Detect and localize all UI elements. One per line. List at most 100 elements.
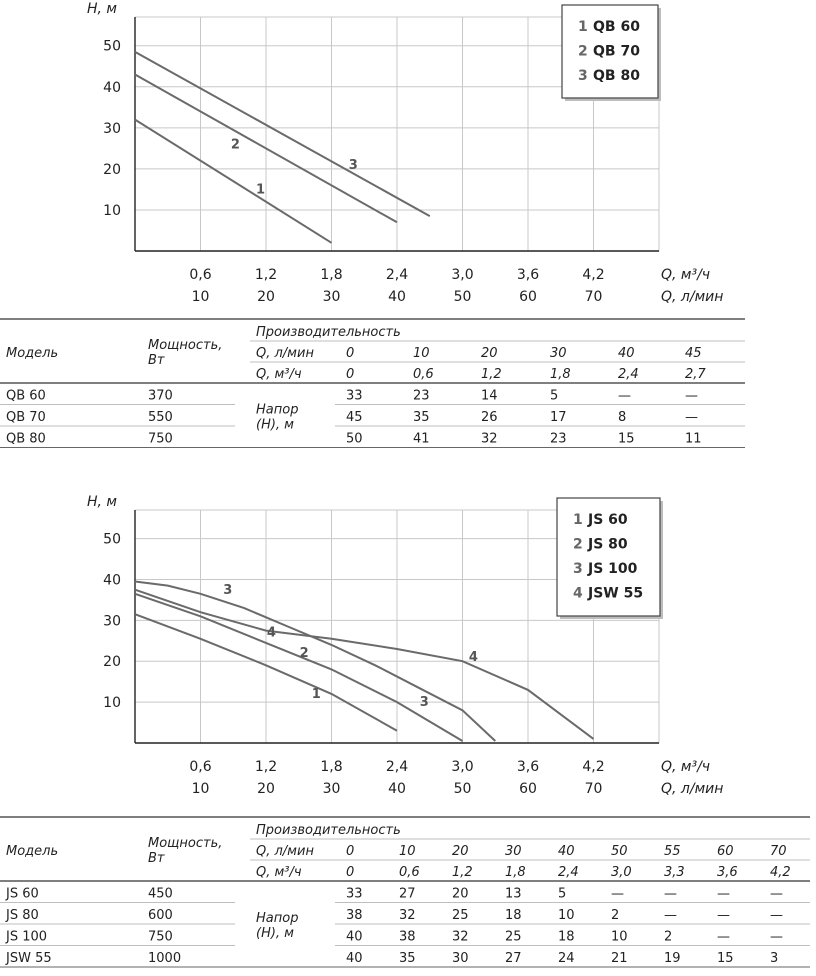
head-value: —	[618, 389, 631, 404]
head-value: 10	[611, 930, 628, 945]
q-m3h-value: 0,6	[413, 367, 434, 382]
q-lmin-value: 30	[550, 346, 567, 361]
x-tick-label-lmin: 50	[454, 289, 472, 305]
head-value: 5	[558, 887, 566, 902]
col-header-power: Мощность,	[148, 338, 222, 353]
curve-label: 1	[312, 687, 321, 702]
x-tick-label-m3h: 3,0	[451, 759, 473, 775]
x-tick-label-m3h: 0,6	[189, 267, 211, 283]
col-header-performance: Производительность	[256, 823, 401, 838]
head-value: 32	[481, 432, 498, 447]
q-lmin-value: 20	[452, 844, 469, 859]
curve-label: 1	[256, 183, 265, 198]
head-value: —	[717, 930, 730, 945]
head-value: 8	[618, 410, 626, 425]
x-tick-label-m3h: 2,4	[386, 759, 408, 775]
head-value: 30	[452, 951, 469, 966]
y-tick-label: 30	[103, 121, 121, 137]
head-value: 38	[399, 930, 416, 945]
row-label-q-m3h: Q, м³/ч	[256, 367, 302, 382]
curve-qb-60	[134, 118, 333, 244]
curve-qb-80	[134, 51, 431, 217]
x-tick-label-lmin: 40	[388, 289, 406, 305]
q-m3h-value: 1,2	[481, 367, 502, 382]
row-label-q-m3h: Q, м³/ч	[256, 865, 302, 880]
x-axis-label-m3h: Q, м³/ч	[661, 267, 710, 283]
q-lmin-value: 40	[618, 346, 635, 361]
head-value: 19	[664, 951, 681, 966]
x-tick-label-lmin: 10	[192, 289, 210, 305]
col-header-model: Модель	[6, 844, 58, 859]
q-lmin-value: 10	[399, 844, 416, 859]
qb-performance-chart: 10 20 30 40 50 H, м 0,6 1,2 1,8 2,4 3,0 3,6 4,2 10 20 3…	[87, 1, 723, 305]
q-m3h-value: 0,6	[399, 865, 420, 880]
head-value: 27	[399, 887, 416, 902]
legend-number: 4	[573, 586, 583, 602]
head-value: 18	[505, 908, 522, 923]
legend-box	[556, 497, 661, 617]
head-value: 10	[558, 908, 575, 923]
x-axis-label-lmin: Q, л/мин	[661, 781, 723, 797]
model-power: 1000	[148, 951, 181, 966]
x-tick-label-m3h: 4,2	[582, 267, 604, 283]
head-value: 18	[558, 930, 575, 945]
x-axis-label-lmin: Q, л/мин	[661, 289, 723, 305]
head-value: 23	[550, 432, 567, 447]
x-tick-label-m3h: 2,4	[386, 267, 408, 283]
q-m3h-value: 0	[346, 865, 354, 880]
head-value: 25	[452, 908, 469, 923]
legend-box	[561, 4, 659, 99]
q-m3h-value: 1,8	[550, 367, 571, 382]
y-tick-label: 50	[103, 532, 121, 548]
x-tick-label-m3h: 1,8	[320, 759, 342, 775]
head-value: —	[664, 887, 677, 902]
model-name: JS 60	[5, 887, 39, 902]
q-lmin-value: 50	[611, 844, 628, 859]
x-tick-label-m3h: 0,6	[189, 759, 211, 775]
head-value: 40	[346, 951, 363, 966]
x-tick-label-lmin: 30	[323, 289, 341, 305]
q-m3h-value: 1,8	[505, 865, 526, 880]
model-power: 370	[148, 389, 173, 404]
curve-label: 4	[267, 626, 276, 641]
x-tick-label-lmin: 50	[454, 781, 472, 797]
head-value: 15	[717, 951, 734, 966]
legend-number: 3	[573, 561, 583, 577]
head-value: —	[664, 908, 677, 923]
head-value: —	[611, 887, 624, 902]
curve-label: 3	[349, 158, 358, 173]
head-value: 15	[618, 432, 635, 447]
head-value: 20	[452, 887, 469, 902]
curve-jsw-55	[134, 588, 595, 740]
head-value: 26	[481, 410, 498, 425]
curve-js-60	[134, 613, 398, 732]
curve-label: 3	[420, 695, 429, 710]
q-m3h-value: 3,0	[611, 865, 632, 880]
legend-number: 1	[578, 19, 588, 35]
q-lmin-value: 70	[770, 844, 787, 859]
js-performance-chart: 10 20 30 40 50 H, м 0,6 1,2 1,8 2,4 3,0 3,6 4,2 10 20 3…	[87, 494, 723, 797]
curve-label: 4	[469, 650, 478, 665]
q-m3h-value: 4,2	[770, 865, 791, 880]
x-tick-label-lmin: 10	[192, 781, 210, 797]
q-lmin-value: 0	[346, 844, 354, 859]
x-tick-label-lmin: 40	[388, 781, 406, 797]
x-tick-label-lmin: 70	[585, 781, 603, 797]
y-axis-label: H, м	[87, 1, 117, 17]
q-lmin-value: 55	[664, 844, 681, 859]
x-tick-label-m3h: 4,2	[582, 759, 604, 775]
head-value: 32	[452, 930, 469, 945]
q-m3h-value: 3,3	[664, 865, 685, 880]
head-value: 21	[611, 951, 628, 966]
head-value: —	[717, 908, 730, 923]
legend-entry: QB 70	[593, 44, 640, 60]
curve-qb-70	[134, 73, 398, 224]
legend-entry: JS 80	[587, 537, 628, 553]
q-m3h-value: 2,4	[558, 865, 579, 880]
model-name: QB 80	[6, 432, 46, 447]
curve-label: 3	[223, 583, 232, 598]
y-tick-label: 40	[103, 572, 121, 588]
q-m3h-value: 1,2	[452, 865, 473, 880]
x-tick-label-lmin: 70	[585, 289, 603, 305]
